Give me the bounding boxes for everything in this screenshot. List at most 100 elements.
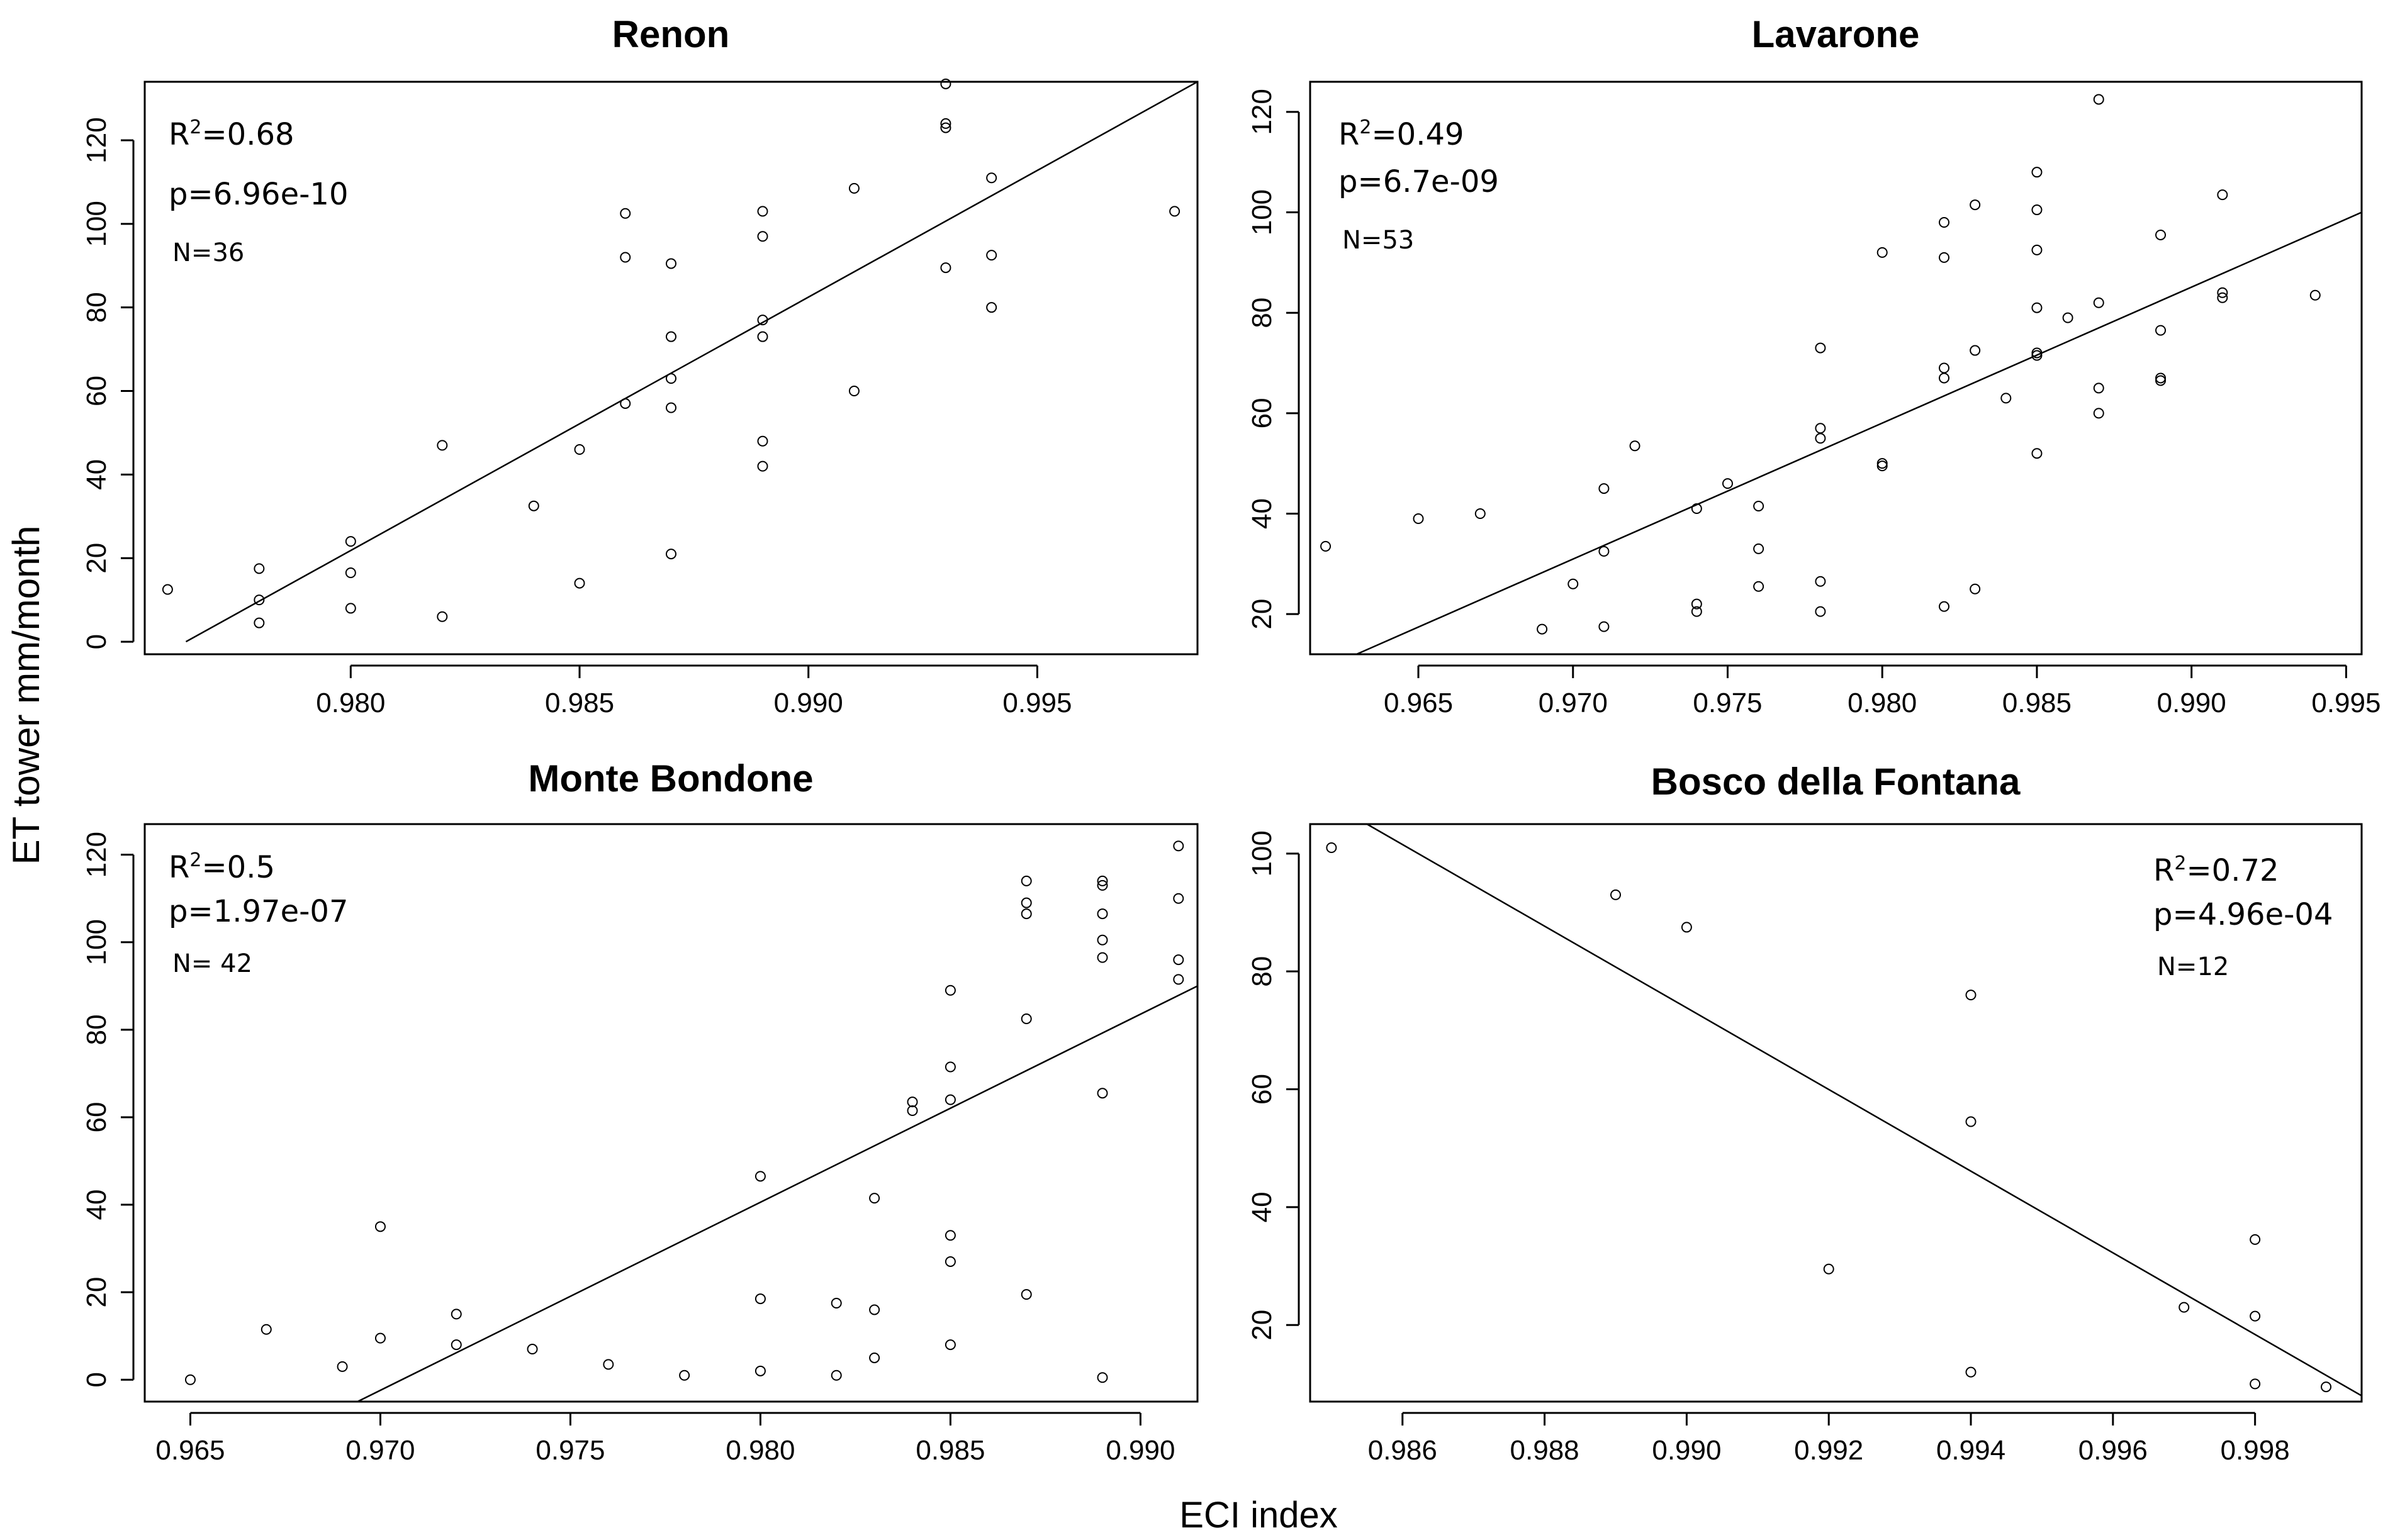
chart-0-point	[574, 444, 585, 455]
chart-3-y-tick-label: 40	[1247, 1191, 1277, 1222]
chart-3-point	[1610, 889, 1621, 900]
chart-0-point	[345, 536, 356, 547]
chart-1-point	[2155, 325, 2167, 336]
chart-1-y-tick-label: 100	[1247, 189, 1277, 235]
chart-2-y-tick-label: 100	[81, 919, 112, 965]
chart-1-point	[1815, 342, 1826, 354]
chart-3-x-tick-label: 0.994	[1936, 1435, 2005, 1466]
chart-2-point	[831, 1298, 842, 1309]
chart-2-point	[1021, 1013, 1032, 1024]
chart-1-point	[1939, 372, 1950, 384]
chart-0-n-count: N=36	[172, 238, 244, 267]
chart-0-y-tick-label: 0	[81, 634, 112, 649]
chart-2-point	[451, 1308, 462, 1320]
chart-2-point	[945, 1256, 956, 1267]
chart-2-p-value: p=1.97e-07	[169, 894, 349, 929]
chart-0-point	[940, 122, 951, 133]
chart-0-point	[940, 262, 951, 274]
chart-2-y-tick-label: 0	[81, 1372, 112, 1387]
chart-1-r2-text: R2=0.49	[1338, 116, 1464, 152]
chart-1-point	[1413, 513, 1424, 524]
chart-1-point	[1970, 199, 1981, 211]
figure-y-label: ET tower mm/month	[5, 525, 47, 864]
chart-0-fit-line	[185, 82, 1197, 643]
chart-2-point	[451, 1339, 462, 1351]
chart-1-point	[2093, 297, 2104, 308]
chart-2-point	[754, 1365, 766, 1376]
chart-3-x-tick-label: 0.996	[2078, 1435, 2148, 1466]
chart-2-x-tick-label: 0.965	[155, 1435, 225, 1466]
chart-1-point	[1753, 543, 1764, 554]
chart-0-x-tick-label: 0.990	[774, 688, 843, 718]
chart-3-x-tick-label: 0.998	[2221, 1435, 2290, 1466]
chart-2-point	[1097, 1088, 1108, 1099]
chart-2-point	[945, 1094, 956, 1105]
chart-1-n-count: N=53	[1342, 226, 1414, 255]
chart-0-point	[254, 563, 265, 574]
chart-3-x-tick-label: 0.986	[1368, 1435, 1437, 1466]
chart-1-point	[1629, 440, 1640, 452]
chart-2-fit-line	[357, 985, 1197, 1402]
chart-0-point	[620, 398, 631, 409]
chart-3-point	[1823, 1263, 1834, 1275]
chart-2-point	[1097, 1372, 1108, 1383]
chart-2-point	[754, 1171, 766, 1182]
chart-3-point	[1965, 1116, 1977, 1127]
chart-3-n-count: N=12	[2157, 952, 2229, 981]
chart-0-point	[437, 611, 448, 622]
chart-1-point	[1970, 345, 1981, 356]
chart-2-point	[1097, 908, 1108, 920]
chart-0-point	[574, 578, 585, 589]
chart-0-point	[940, 118, 951, 129]
panel-monte-bondone: Monte Bondone 0.965 0.970 0.975 0.980 0.985 0.…	[81, 757, 1199, 1466]
chart-0-y-tick-label: 40	[81, 459, 112, 490]
chart-1-point	[2031, 302, 2043, 313]
chart-0-y-tick-label: 20	[81, 543, 112, 574]
chart-1-point	[1567, 578, 1579, 589]
chart-2-point	[603, 1359, 614, 1370]
chart-1-point	[2000, 393, 2012, 404]
chart-2-title: Monte Bondone	[528, 757, 813, 800]
chart-2-point	[261, 1324, 272, 1335]
chart-2-point	[1173, 893, 1184, 904]
chart-2-point	[374, 1332, 386, 1344]
chart-1-y-tick-label: 60	[1247, 398, 1277, 428]
chart-3-point	[1326, 842, 1337, 853]
chart-0-point	[757, 331, 768, 342]
chart-3-x-tick-label: 0.988	[1510, 1435, 1579, 1466]
chart-2-y-tick-label: 40	[81, 1190, 112, 1220]
chart-2-point	[527, 1344, 538, 1355]
chart-2-x-tick-label: 0.985	[916, 1435, 985, 1466]
chart-1-fit-line	[1356, 211, 2362, 654]
chart-2-y-tick-label: 80	[81, 1014, 112, 1045]
chart-3-title: Bosco della Fontana	[1651, 761, 2021, 803]
chart-2-point	[1097, 952, 1108, 963]
chart-3-p-value: p=4.96e-04	[2153, 897, 2333, 932]
chart-3-y-tick-label: 100	[1247, 830, 1277, 876]
chart-0-point	[437, 440, 448, 451]
chart-0-point	[757, 231, 768, 242]
chart-1-point	[1753, 581, 1764, 592]
chart-2-y-tick-label: 120	[81, 832, 112, 878]
chart-2-y-tick-label: 20	[81, 1277, 112, 1308]
chart-2-point	[869, 1193, 880, 1204]
chart-2-point	[1021, 875, 1032, 886]
chart-1-point	[1320, 540, 1332, 552]
chart-3-point	[2250, 1234, 2261, 1245]
chart-0-y-tick-label: 100	[81, 201, 112, 247]
chart-2-point	[1021, 897, 1032, 908]
chart-0-point	[620, 252, 631, 263]
chart-0-y-tick-label: 60	[81, 376, 112, 406]
chart-1-point	[2217, 287, 2228, 298]
chart-2-x-tick-label: 0.975	[536, 1435, 605, 1466]
chart-1-point	[2093, 408, 2104, 419]
chart-2-point	[1097, 875, 1108, 886]
chart-2-point	[679, 1370, 690, 1381]
chart-1-point	[1815, 433, 1826, 444]
chart-3-point	[2250, 1310, 2261, 1322]
chart-1-x-tick-label: 0.975	[1693, 688, 1762, 718]
chart-0-point	[986, 302, 997, 313]
chart-1-x-tick-label: 0.970	[1539, 688, 1608, 718]
chart-1-x-tick-label: 0.990	[2157, 688, 2226, 718]
chart-1-x-tick-label: 0.965	[1384, 688, 1453, 718]
